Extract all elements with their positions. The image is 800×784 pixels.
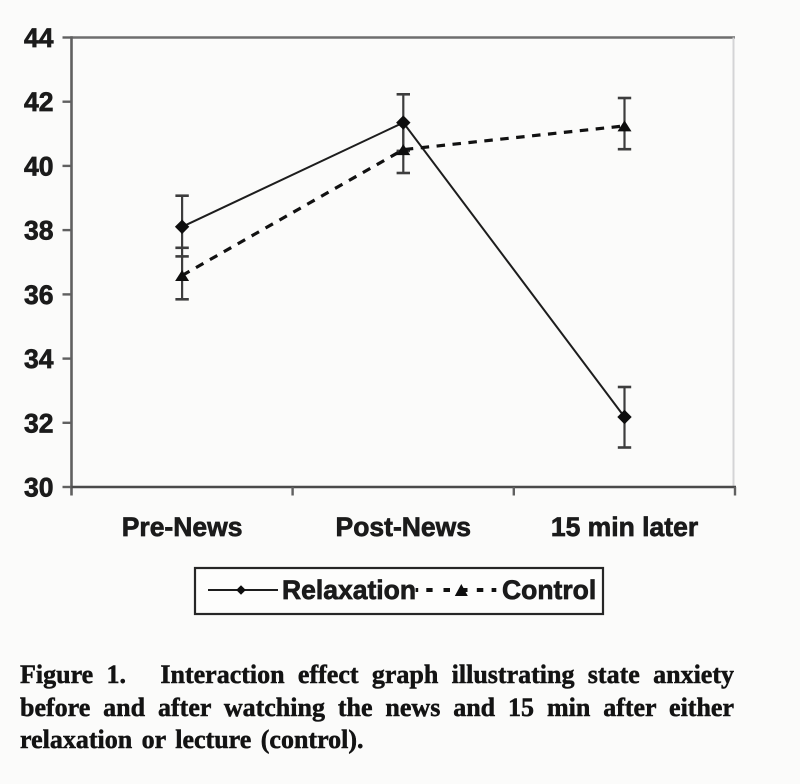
svg-text:Control: Control (502, 575, 596, 605)
svg-text:36: 36 (24, 280, 53, 310)
svg-text:40: 40 (24, 151, 53, 181)
svg-text:44: 44 (24, 23, 54, 53)
svg-text:34: 34 (24, 344, 54, 374)
svg-text:Post-News: Post-News (336, 512, 471, 542)
svg-text:32: 32 (24, 408, 53, 438)
svg-text:42: 42 (24, 87, 53, 117)
svg-text:Pre-News: Pre-News (122, 512, 243, 542)
svg-text:Relaxation: Relaxation (282, 575, 416, 605)
svg-text:15 min later: 15 min later (551, 512, 698, 542)
svg-text:38: 38 (24, 216, 53, 246)
svg-text:30: 30 (24, 473, 53, 503)
